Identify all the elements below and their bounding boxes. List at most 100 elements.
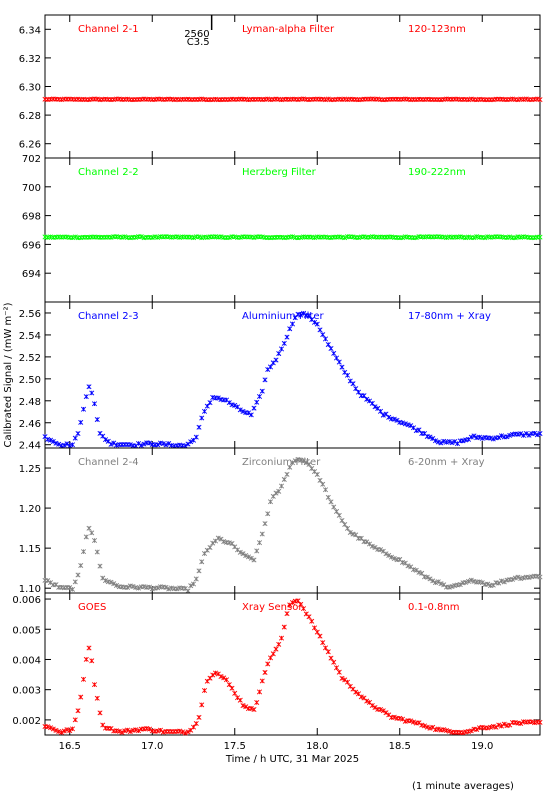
data-point: [259, 531, 265, 537]
y-tick-label: 6.34: [19, 25, 41, 36]
data-point: [336, 359, 342, 365]
data-point: [53, 727, 59, 733]
data-point: [141, 584, 147, 590]
data-point: [78, 563, 84, 569]
data-point: [526, 432, 532, 438]
data-point: [358, 535, 364, 541]
data-point: [135, 728, 142, 734]
data-point: [284, 611, 290, 617]
data-point: [509, 576, 516, 582]
filter-label: Herzberg Filter: [242, 167, 317, 178]
y-tick-label: 1.25: [19, 464, 41, 475]
data-point: [124, 584, 131, 590]
data-point: [256, 540, 263, 546]
data-point: [75, 572, 81, 578]
data-point: [215, 535, 221, 541]
data-point: [278, 346, 285, 352]
data-point: [221, 675, 227, 681]
y-tick-label: 0.002: [12, 716, 41, 727]
data-point: [53, 440, 59, 446]
data-point: [108, 441, 114, 447]
data-point: [251, 405, 257, 411]
data-point: [537, 97, 543, 103]
data-point: [278, 483, 285, 489]
data-point: [487, 724, 494, 730]
data-point: [386, 414, 392, 420]
data-point: [353, 689, 359, 695]
filter-label: Aluminium Filter: [242, 311, 325, 322]
band-label: 0.1-0.8nm: [408, 602, 460, 613]
data-point: [416, 427, 422, 433]
data-point: [468, 434, 474, 440]
data-point: [61, 442, 67, 448]
y-tick-label: 6.30: [19, 83, 41, 94]
data-point: [89, 390, 95, 396]
data-point: [353, 532, 359, 538]
data-point: [155, 585, 161, 591]
data-point: [113, 582, 120, 588]
data-point: [380, 412, 386, 418]
data-point: [108, 579, 114, 585]
y-tick-label: 2.44: [19, 441, 41, 452]
data-point: [116, 728, 122, 734]
data-point: [298, 312, 304, 318]
data-point: [94, 695, 100, 701]
data-point: [179, 729, 186, 735]
data-point: [75, 431, 81, 437]
data-point: [399, 420, 406, 426]
data-point: [75, 708, 81, 714]
data-point: [199, 702, 205, 708]
filter-label: Xray Sensor: [242, 602, 303, 613]
data-point: [69, 442, 76, 448]
data-point: [226, 682, 232, 688]
data-point: [405, 563, 411, 569]
data-point: [72, 234, 78, 240]
data-point: [80, 406, 87, 412]
data-point: [336, 669, 342, 675]
channel-label: Channel 2-1: [78, 24, 139, 35]
data-point: [427, 576, 433, 582]
data-point: [322, 487, 329, 493]
data-point: [427, 434, 433, 440]
data-point: [221, 539, 227, 545]
data-point: [64, 441, 70, 447]
data-point: [91, 682, 98, 688]
data-point: [50, 438, 56, 445]
data-point: [281, 624, 287, 630]
data-point: [207, 545, 213, 551]
data-point: [325, 342, 331, 348]
data-point: [86, 525, 92, 531]
data-point: [80, 549, 87, 555]
data-point: [196, 714, 202, 720]
data-point: [320, 481, 326, 487]
data-point: [320, 640, 326, 646]
y-tick-label: 6.26: [19, 140, 41, 151]
data-point: [94, 417, 100, 423]
data-point: [201, 408, 208, 414]
data-point: [146, 584, 153, 590]
x-axis-label: Time / h UTC, 31 Mar 2025: [225, 754, 359, 765]
data-point: [251, 707, 257, 713]
data-point: [289, 460, 296, 466]
data-point: [276, 351, 282, 357]
filter-label: Lyman-alpha Filter: [242, 24, 335, 35]
data-point: [372, 705, 378, 711]
data-point: [410, 719, 417, 725]
data-point: [457, 582, 463, 588]
data-point: [163, 442, 169, 448]
data-point: [201, 688, 208, 694]
data-point: [364, 698, 370, 704]
data-point: [190, 235, 197, 241]
x-tick-label: 16.5: [59, 741, 81, 752]
y-tick-label: 2.54: [19, 331, 41, 342]
filter-label: Zirconium Filter: [242, 457, 321, 468]
data-point: [336, 512, 342, 518]
data-point: [254, 399, 260, 405]
data-point: [380, 708, 386, 714]
data-point: [339, 518, 345, 524]
channel-label: GOES: [78, 602, 106, 613]
data-point: [185, 588, 191, 594]
data-point: [435, 439, 441, 445]
data-point: [204, 403, 210, 409]
data-point: [331, 504, 337, 510]
